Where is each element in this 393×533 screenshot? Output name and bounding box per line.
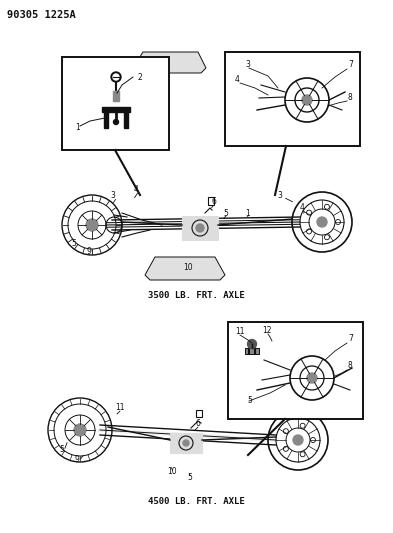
Bar [113, 91, 119, 101]
Text: 7: 7 [348, 334, 353, 343]
Circle shape [196, 224, 204, 232]
Circle shape [113, 74, 119, 80]
Bar [102, 107, 130, 112]
Bar [245, 348, 259, 354]
Text: 90305 1225A: 90305 1225A [7, 10, 76, 20]
Text: 7: 7 [348, 60, 353, 69]
Circle shape [86, 219, 98, 231]
Bar [225, 52, 360, 146]
Text: 4500 LB. FRT. AXLE: 4500 LB. FRT. AXLE [148, 497, 244, 506]
Circle shape [74, 424, 86, 436]
Text: 10: 10 [167, 467, 177, 477]
Text: 12: 12 [262, 326, 272, 335]
Polygon shape [145, 257, 225, 280]
Bar [170, 433, 202, 453]
Text: 9: 9 [86, 246, 92, 255]
Text: 4: 4 [299, 204, 305, 213]
Text: 1: 1 [75, 124, 80, 133]
Text: 6: 6 [211, 198, 217, 206]
Text: 5: 5 [247, 396, 252, 405]
Bar [62, 57, 169, 150]
Text: 5: 5 [60, 446, 64, 455]
Bar [208, 197, 214, 205]
Circle shape [248, 340, 257, 349]
Text: 5: 5 [72, 238, 76, 247]
Polygon shape [133, 52, 206, 73]
Bar [245, 348, 259, 354]
Text: 1: 1 [246, 208, 250, 217]
Circle shape [111, 72, 121, 82]
Text: 3500 LB. FRT. AXLE: 3500 LB. FRT. AXLE [148, 291, 244, 300]
Text: 2: 2 [137, 72, 142, 82]
Text: 4: 4 [235, 75, 240, 84]
Text: 11: 11 [235, 327, 244, 336]
Circle shape [114, 119, 119, 125]
Bar [124, 112, 128, 128]
Text: 5: 5 [187, 472, 193, 481]
Circle shape [302, 95, 312, 105]
Text: 3: 3 [277, 191, 283, 200]
Bar [104, 112, 108, 128]
Text: 6: 6 [196, 419, 200, 429]
Text: 3: 3 [245, 60, 250, 69]
Text: 8: 8 [348, 361, 353, 370]
Circle shape [317, 217, 327, 227]
Text: 3: 3 [110, 191, 116, 200]
Circle shape [307, 373, 317, 383]
Circle shape [293, 435, 303, 445]
Text: 11: 11 [115, 403, 125, 413]
Text: 8: 8 [348, 93, 353, 102]
Text: 9: 9 [75, 456, 79, 464]
Bar [196, 410, 202, 417]
Text: 10: 10 [183, 263, 193, 272]
Text: 5: 5 [224, 208, 228, 217]
Circle shape [183, 440, 189, 446]
Text: 4: 4 [134, 185, 138, 195]
Bar [182, 216, 218, 240]
Bar [228, 322, 363, 419]
